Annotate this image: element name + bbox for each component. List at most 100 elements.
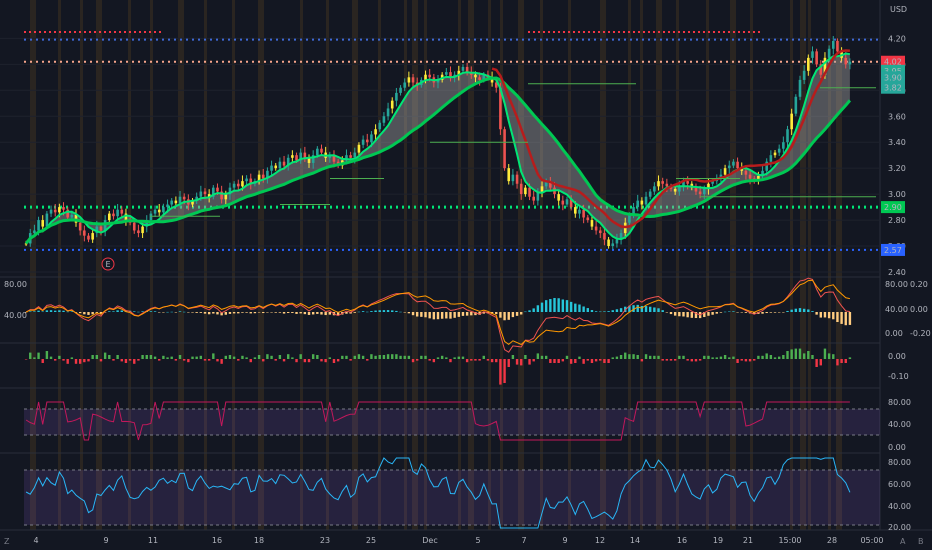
candle xyxy=(827,48,831,58)
histogram-bar xyxy=(54,359,57,361)
timezone-icon[interactable]: Z xyxy=(4,537,10,546)
macd-histogram-bar xyxy=(253,312,257,314)
macd-histogram-bar xyxy=(744,312,748,313)
candle xyxy=(282,161,286,166)
time-tick: 5 xyxy=(475,536,480,545)
candle xyxy=(137,230,140,234)
rsi-blue-band xyxy=(24,470,880,525)
macd-histogram-bar xyxy=(424,312,427,318)
histogram-bar xyxy=(678,355,681,359)
candle xyxy=(141,226,144,234)
candle xyxy=(628,214,631,223)
macd-histogram-bar xyxy=(74,312,78,313)
candle xyxy=(711,181,714,184)
log-scale-button[interactable]: B xyxy=(918,537,924,546)
histogram-bar xyxy=(732,356,735,359)
candle xyxy=(361,139,365,145)
top-signal-dot xyxy=(69,31,71,33)
pane-right-tick: -0.20 xyxy=(910,329,931,338)
top-signal-dot xyxy=(34,31,36,33)
histogram-bar xyxy=(116,355,119,359)
candle xyxy=(195,196,198,201)
candle xyxy=(519,183,523,195)
histogram-bar xyxy=(382,355,386,359)
histogram-bar xyxy=(103,352,107,359)
histogram-bar xyxy=(815,359,818,367)
price-pane[interactable]: E xyxy=(24,31,880,271)
histogram-bar xyxy=(524,355,527,359)
time-tick: 7 xyxy=(521,536,526,545)
macd-histogram-bar xyxy=(586,308,589,312)
session-band xyxy=(628,0,631,530)
ma-slow-line xyxy=(24,76,852,245)
candle xyxy=(823,57,827,75)
candle xyxy=(124,213,128,221)
pane-right-tick: 40.00 xyxy=(888,420,911,429)
macd-histogram-bar xyxy=(245,312,248,313)
macd-histogram-bar xyxy=(116,310,119,312)
histogram-bar xyxy=(794,348,798,359)
price-tag-label: 4.02 xyxy=(884,58,902,67)
histogram-bar xyxy=(740,359,743,361)
session-band xyxy=(600,0,606,530)
top-signal-dot xyxy=(129,31,131,33)
background-highlights xyxy=(30,0,842,530)
candle xyxy=(249,178,253,184)
candle xyxy=(482,74,486,80)
macd-signal-line xyxy=(25,279,850,346)
candle xyxy=(807,57,810,71)
candle xyxy=(374,129,377,135)
top-signal-dot xyxy=(623,31,625,33)
time-tick: 19 xyxy=(713,536,723,545)
macd-histogram-bar xyxy=(619,308,623,312)
histogram-bar xyxy=(544,355,548,359)
candle xyxy=(736,161,739,169)
macd-histogram-bar xyxy=(736,312,739,313)
candle xyxy=(174,200,178,204)
histogram-bar xyxy=(278,355,282,359)
top-signal-dot xyxy=(94,31,96,33)
histogram-bar xyxy=(669,359,673,361)
histogram-bar xyxy=(574,359,577,363)
time-tick: 4 xyxy=(33,536,38,545)
candle xyxy=(657,181,660,187)
histogram-bar xyxy=(320,359,323,362)
macd-histogram-bar xyxy=(528,310,531,312)
macd-histogram-bar xyxy=(287,312,290,313)
macd-histogram-bar xyxy=(382,310,386,312)
candle xyxy=(777,148,781,153)
top-signal-dot xyxy=(753,31,755,33)
histogram-bar xyxy=(178,355,182,359)
macd-histogram-bar xyxy=(440,312,444,319)
histogram-bar xyxy=(415,359,419,361)
macd-histogram-bar xyxy=(70,311,74,312)
histogram-bar xyxy=(432,359,436,363)
histogram-bar xyxy=(158,359,161,361)
macd-histogram-bar xyxy=(544,300,548,312)
candle xyxy=(399,87,402,93)
macd-histogram-bar xyxy=(24,312,28,313)
macd-histogram-bar xyxy=(311,312,315,315)
macd-histogram-bar xyxy=(403,312,406,313)
histogram-bar xyxy=(166,357,169,359)
price-tag xyxy=(881,55,905,68)
macd-histogram-bar xyxy=(777,312,781,313)
macd-histogram-bar xyxy=(307,312,311,315)
histogram-bar xyxy=(345,355,348,359)
histogram-bar xyxy=(349,359,352,361)
price-tick: 3.20 xyxy=(888,164,906,173)
histogram-bar xyxy=(790,349,793,359)
macd-histogram-bar xyxy=(112,311,115,312)
histogram-bar xyxy=(311,354,315,359)
session-band xyxy=(568,0,571,530)
histogram-bar xyxy=(403,355,406,359)
session-band xyxy=(258,0,264,530)
histogram-bar xyxy=(557,359,560,363)
indicator-panes[interactable] xyxy=(24,277,880,529)
auto-scale-button[interactable]: A xyxy=(900,537,906,546)
macd-histogram-bar xyxy=(232,312,236,314)
histogram-bar xyxy=(411,359,415,363)
candle xyxy=(378,122,382,130)
macd-histogram-bar xyxy=(87,312,90,315)
histogram-bar xyxy=(665,359,669,361)
